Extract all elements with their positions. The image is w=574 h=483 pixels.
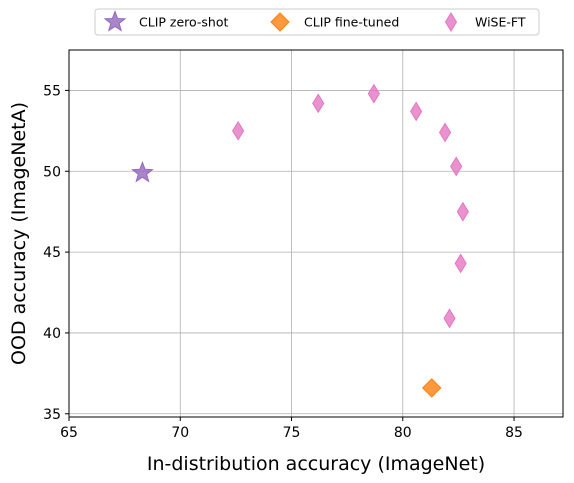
wise-ft-point [456,201,469,222]
y-tick-label: 45 [43,245,61,261]
x-tick-label: 80 [394,425,412,441]
grid-lines [68,50,563,417]
clip-fine-tuned-point [422,378,442,398]
clip-zero-shot-point [131,160,154,183]
x-tick-label: 70 [171,425,189,441]
legend: CLIP zero-shot CLIP fine-tuned WiSE-FT [94,8,540,36]
data-points [131,83,469,398]
wise-ft-point [454,253,467,274]
wise-ft-point [312,93,325,114]
legend-marker-wise-ft [444,12,458,32]
wise-ft-point [232,120,245,141]
legend-items: CLIP zero-shot CLIP fine-tuned WiSE-FT [103,10,526,32]
plot-frame [68,49,564,418]
x-axis-label: In-distribution accuracy (ImageNet) [147,453,485,475]
x-tick-label: 65 [60,425,78,441]
y-tick-label: 50 [43,164,61,180]
wise-ft-point [367,83,380,104]
wise-ft-point [450,156,463,177]
wise-ft-point [410,101,423,122]
legend-marker-clip-fine-tuned [270,12,290,32]
legend-label-clip-fine-tuned: CLIP fine-tuned [304,15,399,30]
wise-ft-point [438,122,452,143]
legend-label-clip-zero-shot: CLIP zero-shot [139,15,228,30]
y-axis-label: OOD accuracy (ImageNetA) [8,102,30,365]
y-tick-label: 40 [43,326,61,342]
y-tick-label: 35 [43,407,61,423]
x-tick-label: 85 [505,425,523,441]
wise-ft-point [443,308,456,329]
legend-box [94,8,540,36]
legend-label-wise-ft: WiSE-FT [475,15,526,30]
axis-ticks: 65 70 75 80 85 35 40 45 50 55 [43,83,523,441]
y-tick-label: 55 [43,83,61,99]
x-tick-label: 75 [283,425,301,441]
legend-marker-clip-zero-shot [103,10,127,32]
